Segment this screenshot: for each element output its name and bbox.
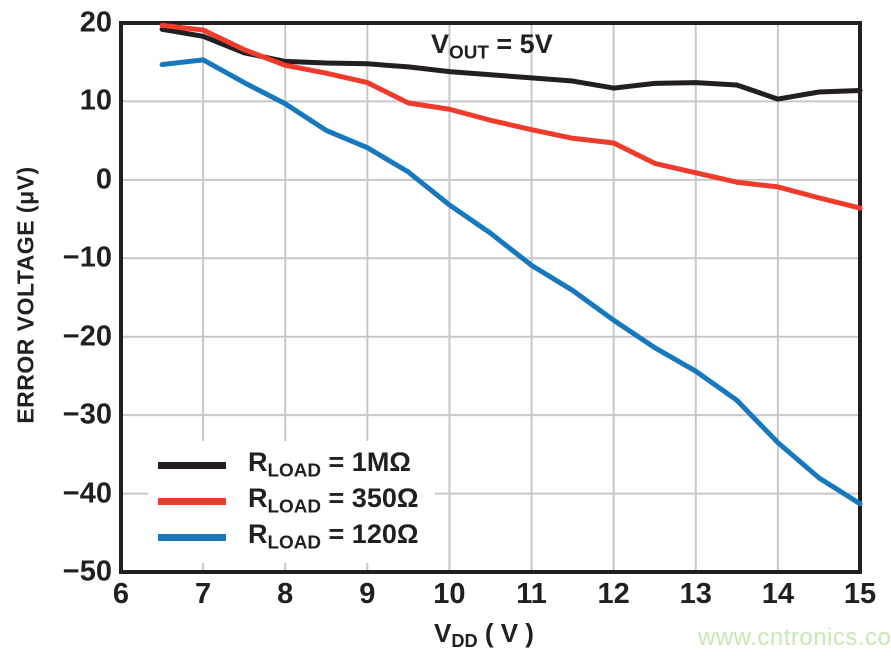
legend-item-rload-1m: RLOAD = 1MΩ [158, 447, 419, 483]
y-tick-label: 20 [79, 6, 112, 39]
x-tick-label: 6 [112, 578, 130, 610]
y-tick-label: −40 [62, 477, 112, 510]
x-tick-label: 7 [195, 578, 212, 610]
watermark: www.cntronics.com [698, 624, 891, 651]
x-tick-label: 8 [277, 578, 294, 610]
legend: RLOAD = 1MΩ RLOAD = 350Ω RLOAD = 120Ω [148, 441, 435, 563]
vout-annotation: VOUT = 5V [431, 29, 553, 64]
axes-frame [119, 21, 862, 574]
series-line-1 [159, 22, 863, 211]
x-tick-label: 11 [516, 578, 547, 610]
legend-swatch-rload-120 [158, 533, 226, 541]
x-axis-title-main: V [434, 618, 452, 648]
y-tick-label: −10 [62, 241, 112, 274]
x-axis-title-rest: ( V ) [477, 618, 534, 648]
x-tick-label: 10 [433, 578, 466, 610]
x-axis-title-sub: DD [451, 631, 478, 652]
legend-label-rload-120: RLOAD = 120Ω [248, 519, 419, 554]
y-tick-label: 10 [79, 84, 112, 117]
x-tick-label: 15 [843, 578, 877, 610]
legend-item-rload-350: RLOAD = 350Ω [158, 483, 419, 519]
y-axis-title: ERROR VOLTAGE (μV) [12, 166, 39, 424]
vout-annotation-rest: = 5V [488, 29, 553, 59]
legend-label-rload-350: RLOAD = 350Ω [248, 483, 419, 518]
vout-annotation-main: V [431, 29, 450, 59]
legend-swatch-rload-350 [158, 497, 226, 505]
legend-label-rload-1m: RLOAD = 1MΩ [248, 447, 411, 482]
y-tick-label: −50 [62, 555, 112, 588]
x-tick-label: 12 [597, 578, 630, 610]
x-tick-label: 13 [679, 578, 712, 610]
y-tick-label: −30 [62, 398, 112, 431]
y-tick-label: 0 [95, 163, 112, 196]
vout-annotation-sub: OUT [449, 42, 489, 64]
y-tick-label: −20 [62, 320, 112, 353]
legend-swatch-rload-1m [158, 461, 226, 469]
series-line-0 [159, 26, 863, 102]
x-tick-label: 14 [761, 578, 795, 610]
legend-item-rload-120: RLOAD = 120Ω [158, 519, 419, 555]
x-tick-label: 9 [359, 578, 376, 610]
x-axis-title: VDD ( V ) [434, 618, 534, 652]
series-line-2 [159, 57, 863, 507]
